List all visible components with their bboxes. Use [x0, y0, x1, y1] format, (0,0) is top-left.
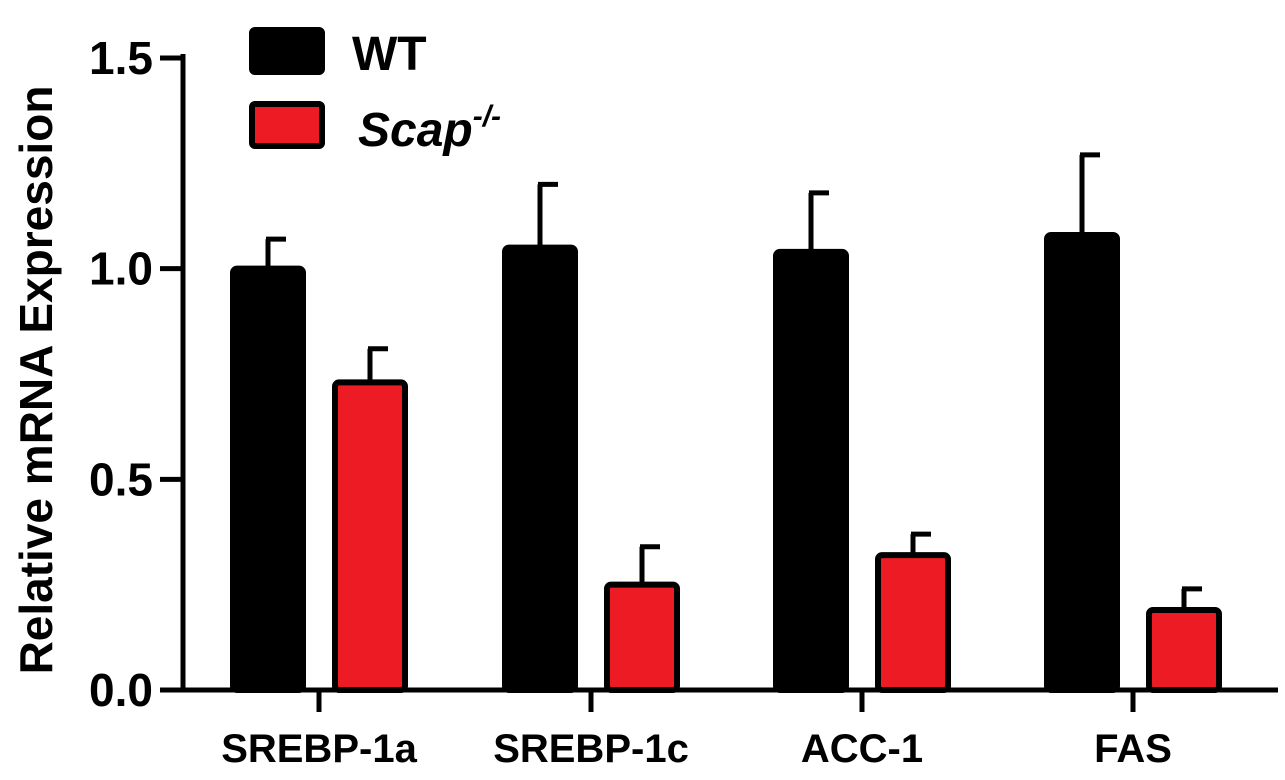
bar-wt: [1044, 231, 1120, 694]
legend-swatch-scap: [249, 101, 325, 149]
bars: [230, 152, 1222, 694]
legend-label-scap: Scap-/-: [358, 100, 501, 157]
x-tick-label: ACC-1: [801, 727, 923, 771]
bar-scap: [604, 581, 680, 694]
y-ticks: 0.0 0.5 1.0 1.5: [89, 32, 183, 716]
legend-label-scap-superscript: -/-: [473, 100, 501, 133]
x-tick-label: SREBP-1a: [221, 727, 417, 771]
legend-label-scap-name: Scap: [358, 104, 473, 157]
bar-scap: [875, 552, 951, 693]
y-axis-label: Relative mRNA Expression: [10, 86, 62, 675]
y-tick-label: 0.5: [89, 453, 153, 505]
y-tick-label: 1.5: [89, 32, 153, 84]
bar-wt: [773, 248, 849, 694]
legend: WT Scap-/-: [249, 27, 501, 157]
x-ticks: SREBP-1a SREBP-1c ACC-1 FAS: [221, 690, 1172, 771]
bar-wt: [502, 244, 578, 693]
legend-label-wt: WT: [352, 28, 427, 81]
legend-swatch-wt: [249, 27, 325, 75]
bar-scap: [1146, 606, 1222, 693]
bar-wt: [230, 265, 306, 693]
x-tick-label: SREBP-1c: [493, 727, 689, 771]
y-tick-label: 1.0: [89, 243, 153, 295]
y-tick-label: 0.0: [89, 664, 153, 716]
bar-scap: [332, 379, 408, 693]
x-tick-label: FAS: [1094, 727, 1172, 771]
